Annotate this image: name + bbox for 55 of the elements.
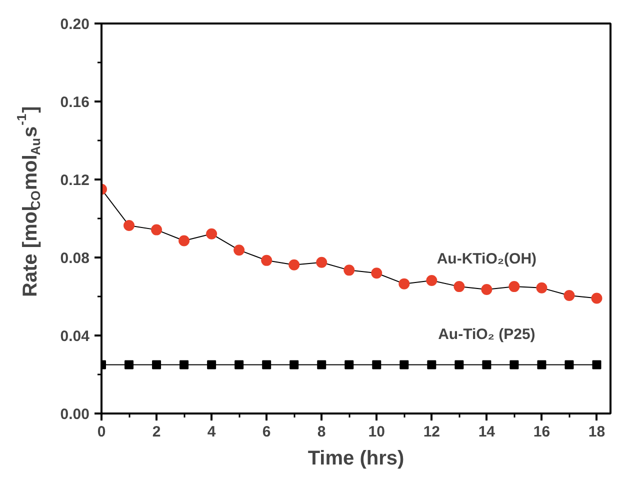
x-tick-label: 10 xyxy=(368,424,385,440)
point xyxy=(508,281,520,292)
point xyxy=(564,360,574,370)
point xyxy=(398,278,410,290)
point xyxy=(400,360,409,370)
y-tick-label: 0.20 xyxy=(60,16,90,33)
point xyxy=(152,360,162,370)
point xyxy=(151,224,162,236)
point xyxy=(591,292,602,304)
point xyxy=(207,360,216,370)
point xyxy=(536,282,548,294)
point xyxy=(481,284,492,295)
point xyxy=(178,235,190,246)
x-tick-label: 12 xyxy=(423,424,440,440)
x-axis-title: Time (hrs) xyxy=(308,448,404,470)
point xyxy=(288,259,300,270)
point xyxy=(510,360,519,370)
y-tick-label: 0.08 xyxy=(60,250,90,267)
point xyxy=(180,360,189,370)
point xyxy=(124,360,134,370)
y-tick-label: 0.04 xyxy=(60,328,90,345)
x-tick-label: 0 xyxy=(97,424,106,440)
point xyxy=(124,220,135,232)
point xyxy=(261,254,272,266)
y-tick-label: 0.12 xyxy=(60,172,90,189)
x-tick-label: 18 xyxy=(588,424,606,440)
x-tick-label: 4 xyxy=(207,424,216,440)
point xyxy=(454,281,465,292)
point xyxy=(427,360,436,370)
point xyxy=(290,360,299,370)
x-tick-label: 6 xyxy=(262,424,271,440)
x-tick-label: 8 xyxy=(317,424,326,440)
point xyxy=(262,360,272,370)
point xyxy=(344,264,355,276)
point xyxy=(234,360,244,370)
point xyxy=(206,228,218,240)
point xyxy=(426,275,438,286)
x-tick-label: 14 xyxy=(478,424,496,440)
y-tick-label: 0.00 xyxy=(60,406,90,423)
series-label: Au-KTiO₂(OH) xyxy=(436,250,537,268)
series-label: Au-TiO₂ (P25) xyxy=(438,326,536,343)
point xyxy=(564,290,575,302)
x-tick-label: 2 xyxy=(152,424,161,440)
point xyxy=(482,360,492,370)
point xyxy=(344,360,354,370)
x-tick-label: 16 xyxy=(533,424,550,440)
point xyxy=(371,268,382,279)
point xyxy=(316,256,328,268)
point xyxy=(454,360,464,370)
point xyxy=(234,244,245,256)
y-tick-label: 0.16 xyxy=(60,94,90,111)
point xyxy=(372,360,382,370)
point xyxy=(592,360,602,370)
point xyxy=(317,360,326,370)
point xyxy=(537,360,546,370)
